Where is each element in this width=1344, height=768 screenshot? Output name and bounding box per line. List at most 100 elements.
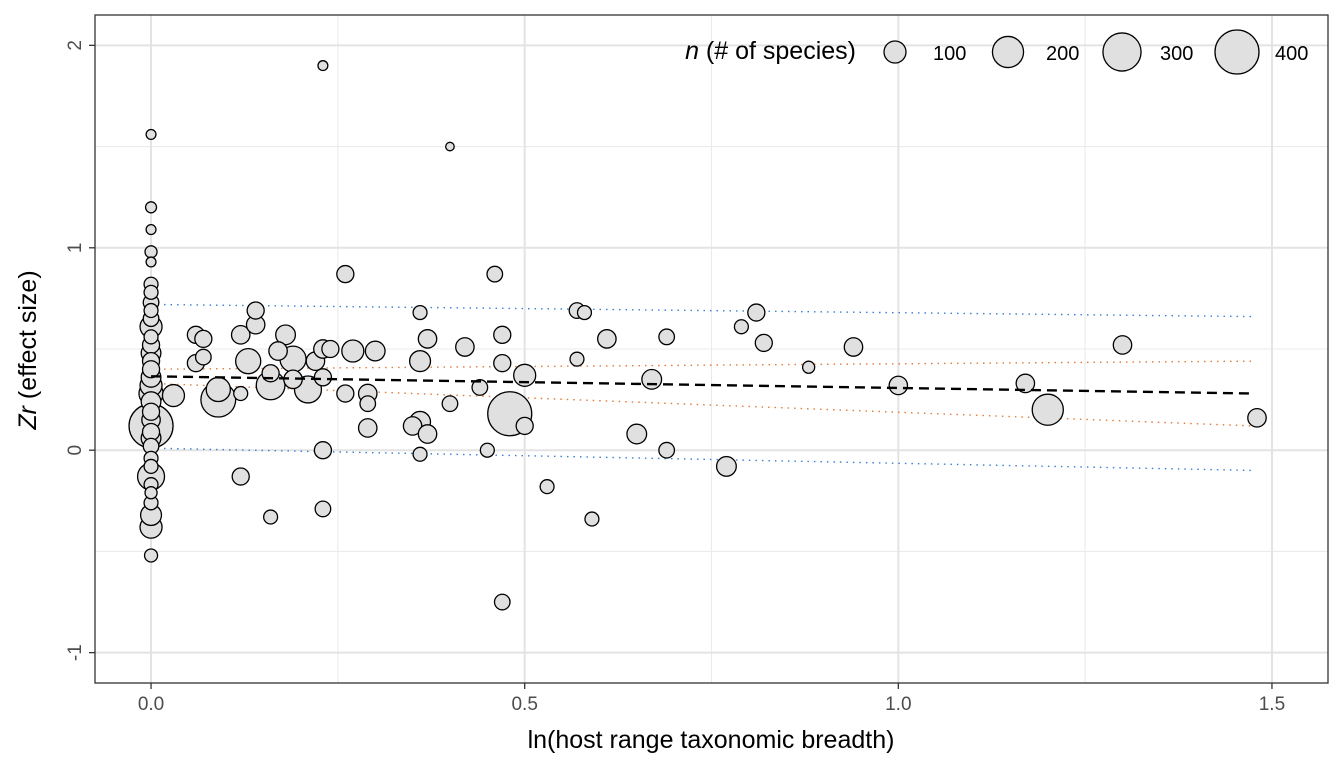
x-axis: 0.0 0.5 1.0 1.5 [138,683,1285,715]
y-tick-label: 0 [65,445,86,456]
data-point [486,265,504,283]
data-point [441,395,459,413]
legend-label: 100 [933,43,966,65]
x-tick-label: 1.0 [885,694,911,715]
data-point [336,264,355,284]
data-point [313,441,333,460]
data-point [402,416,423,436]
data-point [143,284,159,300]
data-point [515,416,534,436]
y-axis: -1 0 1 2 [65,40,95,661]
data-point [246,301,265,320]
data-point [843,337,864,357]
data-point [513,363,537,387]
data-point [754,333,773,353]
data-point [143,548,159,563]
data-point [145,224,157,236]
x-axis-title: ln(host range taxonomic breadth) [528,726,895,754]
data-point [317,60,329,72]
data-point [205,376,231,403]
data-point [263,509,279,525]
data-point [321,339,340,359]
legend-key [883,40,907,64]
plot-panel-border [94,14,1329,684]
data-point [888,375,909,396]
legend-label: 400 [1275,43,1308,65]
legend: n (# of species) 100 200 300 400 [685,29,1308,75]
points [128,60,1267,611]
y-axis-title-rest: (effect size) [14,270,42,406]
data-point [233,385,249,402]
data-point [194,348,212,366]
data-point [141,402,161,421]
data-point [493,593,511,611]
prediction-band-upper [151,303,1254,318]
data-point [801,360,816,374]
data-point [408,350,432,373]
data-point [455,337,475,357]
data-point [161,383,186,408]
data-point [144,486,158,500]
x-tick-label: 1.5 [1259,694,1285,715]
legend-title-italic: n [685,37,699,65]
y-axis-title-italic: Zr [14,404,42,430]
legend-label: 300 [1160,43,1193,65]
legend-title: n (# of species) [685,37,856,65]
data-point [1015,373,1036,394]
data-point [417,329,438,349]
data-point [336,384,355,403]
y-tick-label: 2 [65,40,86,51]
data-point [412,446,428,462]
data-point [145,128,157,140]
data-point [1112,335,1133,355]
data-point [584,511,600,527]
data-point [417,424,438,444]
data-point [539,479,555,495]
y-tick-label: 1 [65,242,86,253]
data-point [412,304,428,321]
data-point [144,201,158,214]
fit-line-group [151,375,1254,395]
data-point [231,467,250,486]
y-tick-label: -1 [65,644,86,661]
data-point [626,423,648,445]
data-point [641,368,663,390]
legend-key [991,35,1025,69]
legend-title-rest: (# of species) [699,37,856,65]
data-point [194,329,213,349]
data-point [143,302,159,319]
data-point [597,329,617,349]
data-point [576,304,593,321]
data-point [143,458,159,475]
data-point [314,500,332,518]
data-point [747,303,766,322]
data-point [479,442,495,458]
data-point [268,341,288,361]
data-point [145,256,157,268]
data-point [141,360,161,379]
data-point [471,379,489,396]
y-axis-title: Zr (effect size) [14,270,42,430]
fit-line [151,375,1254,395]
data-point [144,245,158,259]
data-point [313,368,333,387]
data-point [230,324,251,345]
data-point [357,418,378,438]
legend-key [1214,29,1260,75]
data-point [569,351,585,367]
data-point [364,340,386,362]
data-point [715,455,737,477]
data-point [1247,407,1267,428]
data-point [341,339,365,363]
legend-label: 200 [1046,43,1079,65]
data-point [445,141,455,152]
data-point [359,395,377,413]
data-point [143,329,159,345]
data-point [1031,393,1064,426]
data-point [493,353,512,373]
data-point [493,325,512,345]
data-point [658,328,676,346]
data-point [658,441,676,459]
legend-key [1102,32,1142,72]
